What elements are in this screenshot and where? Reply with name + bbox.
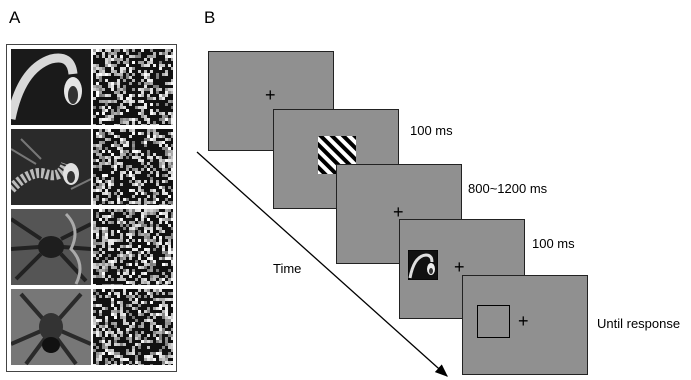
duration-label-5: Until response (597, 316, 681, 331)
snake-photo-2 (11, 129, 91, 205)
time-label: Time (273, 261, 302, 276)
panel-b-label: B (204, 8, 216, 27)
scrambled-image-4 (93, 289, 174, 367)
fixation-cross: + (265, 85, 276, 105)
panel-a-label: A (9, 8, 21, 27)
fixation-cross: + (518, 311, 529, 331)
spider-photo-2 (11, 289, 91, 365)
duration-label-3: 800~1200 ms (468, 181, 548, 196)
snake-photo-1 (11, 49, 91, 125)
snake-thumbnail (408, 250, 438, 280)
duration-label-2: 100 ms (410, 123, 453, 138)
response-screen: + (462, 275, 588, 375)
stimulus-grid (6, 44, 177, 372)
fixation-cross: + (454, 257, 465, 277)
fixation-cross: + (393, 202, 404, 222)
duration-label-4: 100 ms (532, 236, 575, 251)
scrambled-image-2 (93, 129, 174, 207)
spider-photo-1 (11, 209, 91, 285)
response-box (477, 305, 510, 338)
